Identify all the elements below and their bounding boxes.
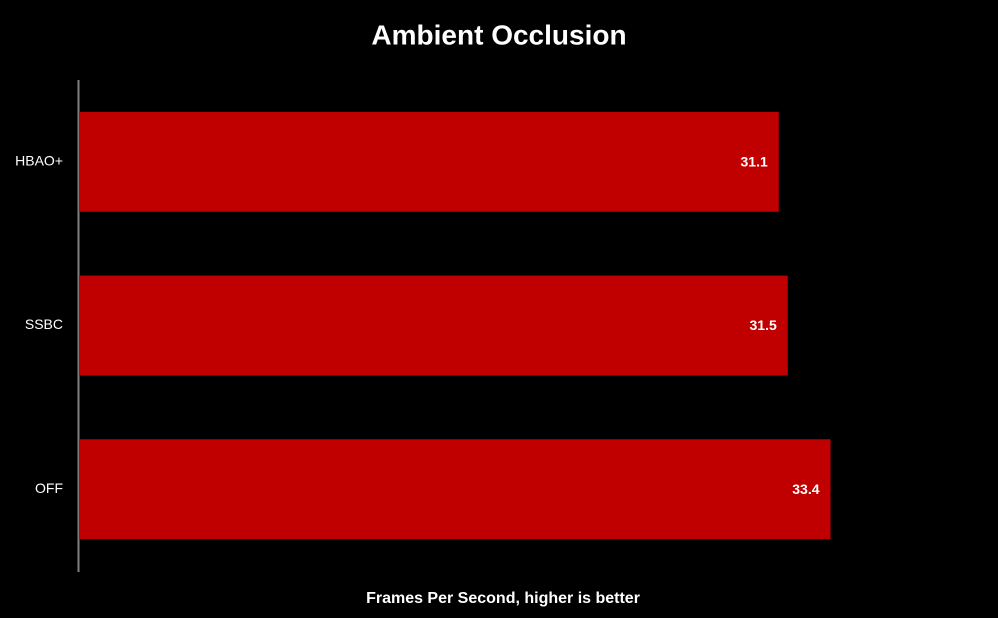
- x-axis-label: Frames Per Second, higher is better: [366, 590, 640, 607]
- bar: [79, 439, 831, 540]
- bar: [79, 111, 779, 212]
- bar: [79, 275, 788, 376]
- value-label: 31.1: [741, 154, 768, 170]
- value-label: 33.4: [792, 481, 819, 497]
- y-tick-label: HBAO+: [15, 153, 63, 169]
- y-tick-label: SSBC: [25, 316, 63, 332]
- value-label: 31.5: [750, 317, 777, 333]
- y-tick-label: OFF: [35, 480, 63, 496]
- chart-title: Ambient Occlusion: [371, 19, 626, 50]
